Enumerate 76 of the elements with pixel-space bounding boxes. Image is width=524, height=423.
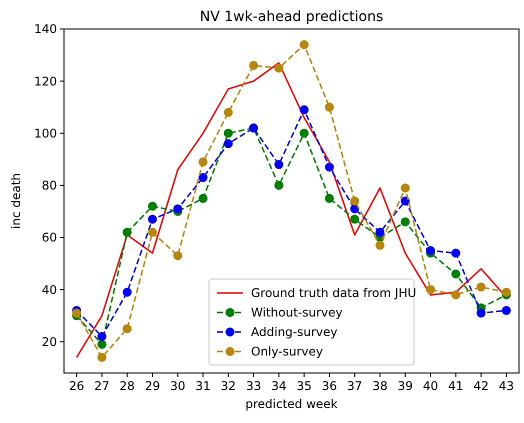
point — [249, 60, 258, 70]
point — [148, 202, 157, 211]
point — [451, 269, 460, 278]
point — [426, 246, 436, 256]
point — [300, 105, 309, 114]
point — [274, 64, 284, 73]
point — [122, 288, 132, 297]
point — [426, 285, 436, 294]
x-tick-label: 35 — [296, 379, 312, 393]
point — [451, 290, 460, 300]
point — [97, 352, 106, 362]
x-tick-label: 27 — [94, 379, 110, 393]
x-tick-label: 38 — [372, 379, 388, 393]
point — [375, 240, 384, 250]
x-tick-label: 28 — [120, 379, 135, 393]
point — [173, 251, 182, 260]
x-tick-label: 26 — [69, 379, 84, 393]
point — [72, 308, 82, 318]
point — [400, 196, 410, 206]
point — [198, 173, 208, 182]
point — [148, 228, 157, 237]
x-tick-label: 37 — [347, 379, 362, 393]
chart-title: NV 1wk-ahead predictions — [200, 9, 384, 25]
point — [173, 204, 182, 214]
x-tick-label: 32 — [220, 379, 236, 393]
x-axis-title: predicted week — [245, 397, 338, 411]
x-tick-label: 36 — [322, 379, 338, 393]
point — [274, 160, 284, 170]
x-tick-label: 41 — [448, 379, 464, 393]
x-tick-label: 39 — [398, 379, 413, 393]
point — [122, 228, 132, 237]
point — [148, 214, 157, 224]
point — [224, 108, 233, 117]
point — [476, 308, 486, 318]
point — [97, 332, 106, 342]
x-tick-label: 30 — [170, 379, 186, 393]
y-tick-label: 100 — [34, 126, 57, 140]
legend-label: Adding-survey — [251, 325, 338, 340]
y-tick-label: 120 — [34, 74, 57, 88]
legend-label: Only-survey — [251, 344, 323, 359]
point — [224, 139, 233, 148]
point — [400, 183, 410, 192]
point — [300, 40, 309, 50]
point — [451, 248, 460, 258]
y-tick-label: 140 — [34, 22, 57, 36]
point — [224, 128, 233, 138]
point — [476, 282, 486, 292]
point — [324, 162, 334, 172]
y-tick-label: 40 — [42, 282, 57, 297]
point — [97, 340, 106, 349]
point — [324, 102, 334, 112]
x-tick-label: 31 — [195, 379, 211, 393]
point — [274, 180, 284, 190]
y-tick-label: 20 — [42, 334, 57, 349]
y-axis-title: inc death — [9, 172, 23, 230]
x-tick-label: 29 — [144, 379, 160, 393]
x-tick-label: 33 — [246, 379, 262, 393]
point — [198, 194, 208, 203]
point — [350, 196, 360, 206]
point — [350, 214, 360, 224]
point — [502, 306, 511, 315]
point — [122, 324, 132, 334]
point — [300, 128, 309, 138]
point — [400, 217, 410, 226]
x-tick-label: 43 — [498, 379, 514, 393]
legend-label: Without-survey — [251, 306, 343, 320]
x-tick-label: 40 — [422, 379, 438, 393]
y-tick-label: 80 — [42, 178, 57, 193]
x-tick-label: 34 — [271, 379, 286, 393]
y-tick-label: 60 — [42, 230, 57, 245]
point — [198, 157, 208, 166]
legend-label: Ground truth data from JHU — [251, 286, 416, 300]
point — [502, 288, 511, 297]
point — [375, 228, 384, 237]
point — [324, 194, 334, 203]
x-tick-label: 42 — [473, 379, 489, 393]
